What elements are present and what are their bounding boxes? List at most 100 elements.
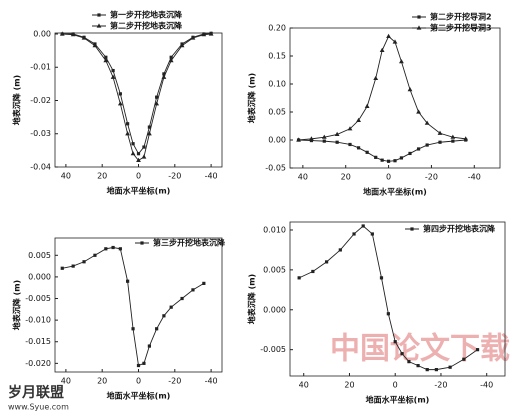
- marker: [392, 39, 398, 44]
- marker: [126, 279, 130, 283]
- x-tick-label: 20: [97, 377, 107, 386]
- marker: [416, 109, 421, 114]
- marker: [147, 125, 151, 129]
- y-tick-label: -0.04: [30, 163, 51, 172]
- marker: [180, 296, 184, 301]
- marker: [309, 136, 314, 141]
- marker: [425, 368, 429, 372]
- marker: [364, 103, 370, 108]
- marker: [451, 139, 455, 143]
- marker: [463, 136, 469, 141]
- marker: [126, 122, 130, 126]
- watermark-brand: 岁月联盟: [8, 384, 64, 401]
- x-tick-label: 40: [299, 381, 309, 390]
- x-tick-label: 40: [298, 173, 308, 182]
- marker: [437, 130, 443, 135]
- y-tick-label: 0.10: [268, 80, 286, 89]
- legend-label: 第二步开挖导洞3: [430, 23, 492, 33]
- marker: [399, 59, 404, 64]
- y-tick-label: -0.01: [30, 63, 51, 72]
- y-tick-label: 0.15: [268, 52, 286, 61]
- marker: [386, 312, 390, 316]
- marker: [136, 152, 141, 156]
- marker: [386, 33, 391, 38]
- plot-frame: [289, 27, 501, 169]
- legend-marker: [96, 23, 102, 28]
- marker: [190, 35, 196, 40]
- marker: [356, 117, 361, 122]
- marker: [136, 157, 141, 162]
- marker: [408, 151, 412, 156]
- y-axis-label: 地表沉降 (m): [247, 73, 257, 123]
- y-tick-label: 0.05: [268, 108, 286, 117]
- series-line: [62, 33, 212, 161]
- y-tick-label: 0.20: [268, 24, 286, 33]
- y-axis-label: 地表沉降 (m): [12, 280, 22, 330]
- marker: [169, 55, 173, 59]
- marker: [380, 158, 384, 162]
- x-tick-label: 40: [61, 172, 71, 181]
- marker: [82, 260, 86, 264]
- marker: [348, 142, 352, 147]
- x-tick-label: 40: [61, 377, 71, 386]
- marker: [142, 145, 146, 149]
- marker: [117, 101, 123, 106]
- x-tick-label: 20: [344, 381, 354, 390]
- x-tick-label: 0: [386, 173, 391, 182]
- marker: [155, 327, 159, 331]
- y-tick-label: 0.000: [263, 305, 286, 314]
- marker: [125, 131, 131, 136]
- legend-marker: [140, 241, 144, 245]
- marker: [93, 253, 97, 257]
- marker: [155, 95, 159, 99]
- marker: [297, 276, 301, 280]
- watermark-site: 中国论文下载: [330, 332, 510, 367]
- marker: [338, 248, 342, 252]
- marker: [365, 150, 369, 154]
- marker: [450, 134, 456, 139]
- x-tick-label: 20: [97, 172, 107, 181]
- marker: [147, 344, 151, 348]
- plot-frame: [289, 221, 506, 377]
- x-tick-label: 0: [136, 172, 141, 181]
- marker: [334, 131, 340, 136]
- x-axis-label: 地面水平坐标(m): [366, 395, 430, 405]
- legend-label: 第二步开挖地表沉降: [110, 21, 183, 31]
- marker: [103, 57, 109, 63]
- marker: [162, 314, 166, 318]
- x-tick-label: 0: [136, 377, 141, 386]
- marker: [321, 134, 327, 139]
- marker: [393, 340, 397, 344]
- marker: [400, 352, 404, 356]
- marker: [416, 147, 421, 151]
- marker: [361, 224, 365, 228]
- y-tick-label: 0.005: [263, 265, 286, 274]
- marker: [475, 348, 480, 352]
- marker: [70, 32, 76, 37]
- marker: [416, 364, 420, 368]
- legend-label: 第三步开挖地表沉降: [153, 238, 226, 248]
- x-tick-label: -40: [468, 173, 481, 182]
- x-tick-label: -20: [168, 377, 181, 386]
- marker: [438, 140, 442, 144]
- marker: [370, 232, 374, 236]
- marker: [81, 35, 87, 40]
- marker: [154, 101, 160, 106]
- marker: [208, 31, 214, 36]
- y-tick-label: 0.000: [28, 272, 51, 281]
- marker: [162, 72, 166, 76]
- x-tick-label: -20: [168, 172, 181, 181]
- marker: [322, 139, 326, 143]
- series-line: [298, 225, 478, 371]
- marker: [202, 281, 206, 285]
- marker: [407, 87, 413, 92]
- legend-label: 第四步开挖地表沉降: [423, 224, 496, 234]
- y-tick-label: -0.005: [260, 345, 286, 354]
- x-tick-label: -20: [434, 381, 447, 390]
- marker: [373, 75, 379, 80]
- marker: [92, 43, 98, 48]
- marker: [142, 361, 146, 365]
- marker: [104, 247, 108, 251]
- y-tick-label: 0.00: [33, 29, 51, 38]
